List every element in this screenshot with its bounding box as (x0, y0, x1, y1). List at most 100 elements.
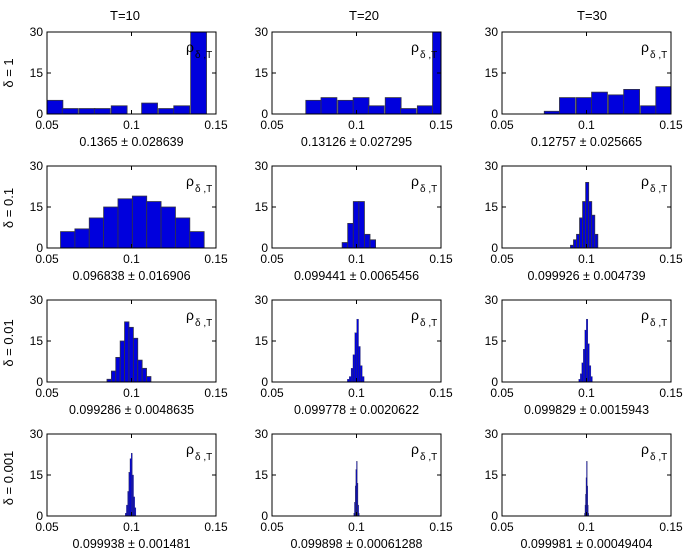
y-tick-label: 30 (255, 159, 269, 173)
y-tick-label: 15 (30, 334, 44, 348)
x-tick-label: 0.05 (35, 118, 59, 132)
y-tick-label: 15 (255, 468, 269, 482)
y-tick-label: 30 (30, 25, 44, 39)
row-label-delta-0.1: δ = 0.1 (1, 188, 16, 228)
y-tick-label: 30 (30, 293, 44, 307)
y-tick-label: 15 (255, 66, 269, 80)
rho-subscript: δ ,T (650, 452, 667, 463)
x-tick-label: 0.1 (348, 252, 365, 266)
histogram-bar (341, 242, 349, 248)
histogram-bar (583, 349, 585, 382)
mean-std-label: 0.099898 ± 0.00061288 (291, 537, 423, 551)
histogram-bar (352, 354, 355, 382)
mean-std-label: 0.099926 ± 0.004739 (527, 269, 645, 283)
rho-label: ρ (411, 441, 419, 457)
x-tick-label: 0.15 (429, 118, 453, 132)
histogram-bars (543, 32, 692, 114)
panel-r3-c2: 0 15 30 0.05 0.1 0.15 0.099981 ± 0.00049404 ρδ … (485, 427, 683, 551)
x-tick-label: 0.05 (260, 520, 284, 534)
histogram-bar (357, 483, 359, 516)
rho-label: ρ (411, 173, 419, 189)
histogram-bar (117, 198, 133, 248)
histogram-bar (591, 214, 596, 248)
y-tick-label: 15 (485, 468, 499, 482)
y-tick-label: 0 (36, 107, 43, 121)
histogram-bar (575, 97, 593, 114)
histogram-bar (93, 108, 111, 114)
x-tick-label: 0.1 (348, 520, 365, 534)
histogram-bar (131, 195, 148, 248)
histogram-bar (61, 108, 79, 114)
rho-label: ρ (186, 173, 194, 189)
histogram-bar (88, 217, 105, 248)
histogram-bar (591, 91, 608, 114)
y-tick-label: 0 (36, 241, 43, 255)
histogram-bar (349, 376, 352, 382)
histogram-bar (189, 231, 205, 248)
mean-std-label: 0.099938 ± 0.001481 (72, 537, 190, 551)
row-label-delta-1: δ = 1 (1, 58, 16, 87)
x-tick-label: 0.05 (35, 252, 59, 266)
histogram-bar (589, 365, 592, 382)
histogram-bar (160, 206, 176, 248)
row-labels: δ = 1 δ = 0.1 δ = 0.01 δ = 0.001 (1, 58, 16, 505)
histogram-bar (115, 356, 121, 382)
panel-r1-c2: 0 15 30 0.05 0.1 0.15 0.099926 ± 0.004739 ρδ ,T (485, 159, 683, 283)
rho-label: ρ (641, 39, 649, 55)
histogram-bar (352, 201, 360, 248)
histogram-bar (573, 239, 577, 248)
y-tick-label: 0 (491, 241, 498, 255)
y-tick-label: 30 (485, 25, 499, 39)
y-tick-label: 15 (30, 468, 44, 482)
histogram-bar (357, 504, 359, 516)
histogram-bar (110, 105, 128, 114)
histogram-bar (173, 105, 191, 114)
histogram-bar (416, 105, 434, 114)
histogram-bar (655, 86, 671, 114)
x-tick-label: 0.1 (123, 520, 140, 534)
mean-std-label: 0.099778 ± 0.0020622 (294, 403, 419, 417)
histogram-bar (623, 89, 640, 114)
histogram-bar (110, 370, 117, 382)
rho-subscript: δ ,T (420, 50, 437, 61)
panel-r2-c1: 0 15 30 0.05 0.1 0.15 0.099778 ± 0.0020622 ρδ ,… (255, 293, 453, 417)
x-tick-label: 0.1 (348, 118, 365, 132)
histogram-bar (579, 217, 584, 248)
histogram-bar (141, 102, 158, 114)
histogram-bar (119, 340, 125, 382)
x-tick-label: 0.05 (490, 520, 514, 534)
histogram-bar (594, 233, 599, 248)
histogram-bars (47, 32, 207, 114)
histogram-bars (570, 181, 599, 248)
histogram-bar (586, 318, 589, 382)
x-tick-label: 0.15 (204, 252, 228, 266)
histogram-bar (688, 32, 692, 114)
rho-subscript: δ ,T (420, 184, 437, 195)
panel-r2-c2: 0 15 30 0.05 0.1 0.15 0.099829 ± 0.0015943 ρδ ,… (485, 293, 683, 417)
mean-std-label: 0.096838 ± 0.016906 (72, 269, 190, 283)
histogram-bar (78, 108, 96, 114)
histogram-bar (358, 201, 365, 248)
x-tick-label: 0.1 (578, 386, 595, 400)
x-tick-label: 0.15 (659, 386, 683, 400)
histogram-bar (432, 32, 441, 114)
mean-std-label: 0.12757 ± 0.025665 (531, 135, 642, 149)
y-tick-label: 0 (261, 509, 268, 523)
x-tick-label: 0.15 (429, 520, 453, 534)
column-titles: T=10 T=20 T=30 (110, 8, 607, 23)
histogram-bars (353, 461, 360, 516)
histogram-bar (60, 231, 76, 248)
rho-label: ρ (186, 39, 194, 55)
histogram-bar (320, 97, 338, 114)
histogram-bar (175, 217, 191, 248)
x-tick-label: 0.05 (490, 386, 514, 400)
histogram-bar (582, 201, 587, 248)
histogram-bar (131, 452, 133, 516)
y-tick-label: 15 (485, 66, 499, 80)
x-tick-label: 0.1 (123, 118, 140, 132)
y-tick-label: 15 (485, 200, 499, 214)
rho-label: ρ (411, 307, 419, 323)
panel-r3-c0: 0 15 30 0.05 0.1 0.15 0.099938 ± 0.001481 ρδ ,T (30, 427, 228, 551)
